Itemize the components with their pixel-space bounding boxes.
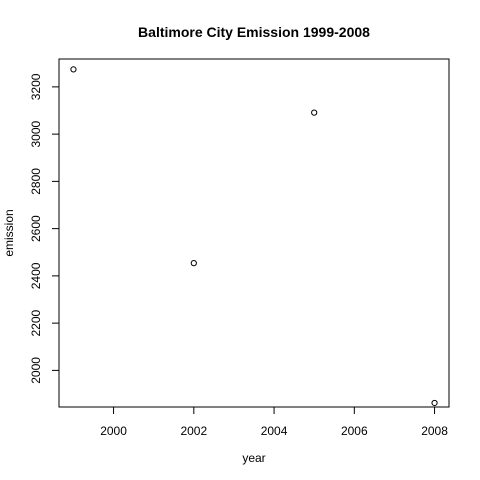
data-point <box>190 260 197 267</box>
data-point <box>311 109 318 116</box>
y-tick-label: 2400 <box>29 262 43 289</box>
y-tick-label: 2200 <box>29 309 43 336</box>
y-axis-ticks: 2000 2200 2400 2600 2800 3000 3200 <box>29 73 59 384</box>
y-tick-label: 2000 <box>29 357 43 384</box>
y-tick-label: 3000 <box>29 120 43 147</box>
y-tick-label: 2800 <box>29 168 43 195</box>
y-tick-label: 2600 <box>29 215 43 242</box>
data-points <box>70 66 438 407</box>
x-tick-label: 2004 <box>261 424 288 438</box>
y-axis-label: emission <box>2 209 16 256</box>
x-tick-label: 2000 <box>100 424 127 438</box>
plot-frame <box>58 58 450 408</box>
y-tick-label: 3200 <box>29 73 43 100</box>
chart-title: Baltimore City Emission 1999-2008 <box>138 24 370 40</box>
x-tick-label: 2008 <box>421 424 448 438</box>
x-axis-label: year <box>242 451 265 465</box>
x-tick-label: 2006 <box>341 424 368 438</box>
data-point <box>70 66 77 73</box>
x-axis-ticks: 2000 2002 2004 2006 2008 <box>100 407 448 438</box>
x-tick-label: 2002 <box>180 424 207 438</box>
data-point <box>431 399 438 407</box>
